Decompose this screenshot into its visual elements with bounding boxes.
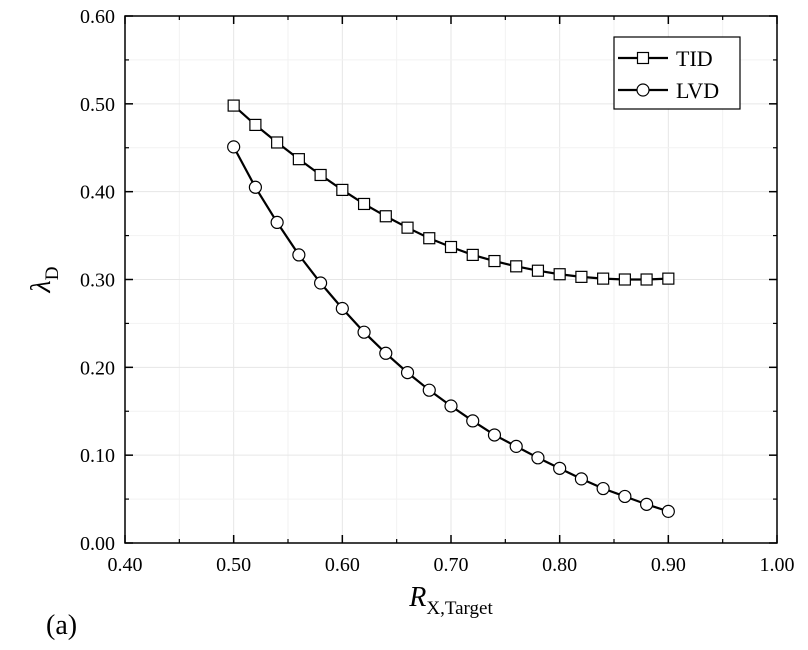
legend-label: TID [676, 46, 713, 71]
data-point-tid [662, 272, 675, 285]
x-tick-label: 0.50 [216, 554, 251, 576]
data-point-tid [271, 136, 284, 149]
panel-label: (a) [46, 610, 78, 641]
legend-entry-lvd: LVD [618, 78, 719, 103]
data-point-lvd [553, 461, 567, 475]
data-point-lvd [292, 248, 306, 262]
legend: TID LVD [613, 36, 741, 110]
legend-entry-tid: TID [618, 46, 713, 71]
y-axis-title-main: λ [26, 280, 57, 293]
data-point-tid [488, 254, 501, 268]
data-point-lvd [335, 301, 349, 316]
data-point-lvd [400, 366, 415, 380]
y-tick-label: 0.20 [80, 357, 115, 379]
data-point-tid [357, 197, 371, 211]
data-point-tid [423, 232, 436, 245]
data-point-tid [314, 168, 327, 182]
legend-marker-lvd [636, 83, 650, 97]
x-tick-label: 0.70 [434, 554, 469, 576]
data-point-lvd [357, 325, 371, 339]
data-point-lvd [487, 428, 502, 442]
x-axis-title-sub: X,Target [426, 598, 493, 619]
data-point-tid [336, 183, 349, 197]
x-tick-label: 1.00 [760, 554, 795, 576]
x-axis-title: RX,Target [408, 582, 493, 619]
series-tid [227, 99, 675, 286]
data-point-lvd [509, 439, 523, 453]
y-axis-title-sub: D [42, 267, 63, 281]
data-point-lvd [379, 346, 393, 360]
data-point-tid [227, 99, 240, 112]
y-tick-label: 0.10 [80, 445, 115, 467]
legend-box [613, 36, 741, 110]
x-tick-label: 0.90 [651, 554, 686, 576]
x-tick-label: 0.40 [108, 554, 143, 576]
data-point-tid [553, 268, 566, 281]
data-point-lvd [531, 451, 545, 465]
x-tick-label: 0.80 [542, 554, 577, 576]
data-point-lvd [466, 414, 480, 428]
y-tick-label: 0.30 [80, 270, 115, 292]
series-lvd [227, 140, 675, 518]
data-point-tid [466, 248, 479, 262]
y-tick-label: 0.50 [80, 94, 115, 116]
y-axis-title: λD [26, 267, 63, 294]
data-point-lvd [314, 276, 328, 290]
data-point-tid [510, 260, 523, 273]
data-point-lvd [422, 383, 436, 397]
y-tick-label: 0.40 [80, 182, 115, 204]
data-point-lvd [596, 481, 610, 496]
data-point-lvd [227, 140, 241, 154]
plot-series [227, 99, 675, 518]
y-tick-label: 0.60 [80, 6, 115, 28]
data-point-lvd [270, 215, 284, 230]
data-point-lvd [661, 504, 675, 518]
x-axis-title-main: R [408, 582, 426, 613]
x-tick-label: 0.60 [325, 554, 360, 576]
data-point-lvd [248, 180, 262, 194]
data-point-lvd [618, 489, 632, 504]
data-point-tid [575, 270, 588, 283]
data-point-tid [379, 210, 392, 223]
data-point-tid [531, 264, 545, 277]
data-point-lvd [639, 497, 654, 511]
data-point-tid [597, 272, 610, 285]
data-point-tid [401, 221, 414, 234]
data-point-tid [640, 273, 653, 286]
data-point-tid [292, 153, 305, 166]
axis-ticks: 0.40 0.50 0.60 0.70 0.80 0.90 1.00 0.00 0.10 0.20… [80, 6, 795, 576]
y-tick-label: 0.00 [80, 533, 115, 555]
data-point-tid [618, 273, 631, 286]
legend-marker-tid [636, 51, 650, 65]
data-point-lvd [444, 399, 458, 413]
data-point-lvd [574, 472, 589, 486]
legend-label: LVD [676, 78, 719, 103]
data-point-tid [249, 118, 262, 132]
data-point-tid [444, 240, 458, 254]
